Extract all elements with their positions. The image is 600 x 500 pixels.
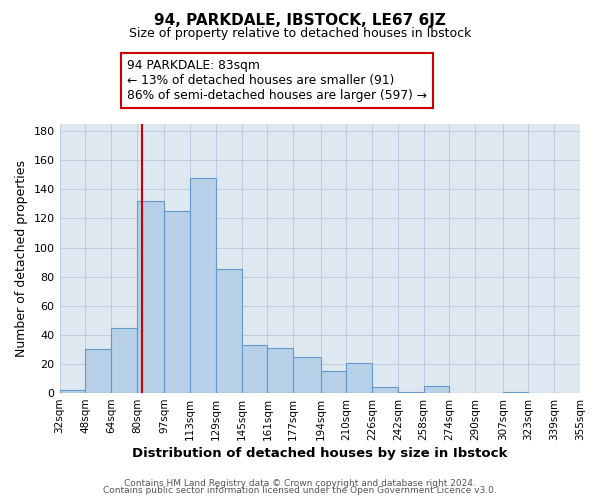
Bar xyxy=(398,392,424,393)
Bar xyxy=(372,387,398,393)
Text: Size of property relative to detached houses in Ibstock: Size of property relative to detached ho… xyxy=(129,28,471,40)
Bar xyxy=(242,345,268,393)
Text: 94 PARKDALE: 83sqm
← 13% of detached houses are smaller (91)
86% of semi-detache: 94 PARKDALE: 83sqm ← 13% of detached hou… xyxy=(127,60,427,102)
Bar xyxy=(346,362,372,393)
Bar xyxy=(190,178,216,393)
Bar xyxy=(111,328,137,393)
Bar xyxy=(293,356,320,393)
Text: Contains public sector information licensed under the Open Government Licence v3: Contains public sector information licen… xyxy=(103,486,497,495)
Y-axis label: Number of detached properties: Number of detached properties xyxy=(15,160,28,357)
Bar xyxy=(137,201,164,393)
X-axis label: Distribution of detached houses by size in Ibstock: Distribution of detached houses by size … xyxy=(132,447,508,460)
Bar xyxy=(85,350,111,393)
Text: Contains HM Land Registry data © Crown copyright and database right 2024.: Contains HM Land Registry data © Crown c… xyxy=(124,478,476,488)
Bar xyxy=(503,392,529,393)
Bar xyxy=(424,386,449,393)
Bar xyxy=(320,371,346,393)
Bar xyxy=(268,348,293,393)
Text: 94, PARKDALE, IBSTOCK, LE67 6JZ: 94, PARKDALE, IBSTOCK, LE67 6JZ xyxy=(154,12,446,28)
Bar xyxy=(580,392,600,393)
Bar xyxy=(216,270,242,393)
Bar xyxy=(59,390,85,393)
Bar xyxy=(164,211,190,393)
